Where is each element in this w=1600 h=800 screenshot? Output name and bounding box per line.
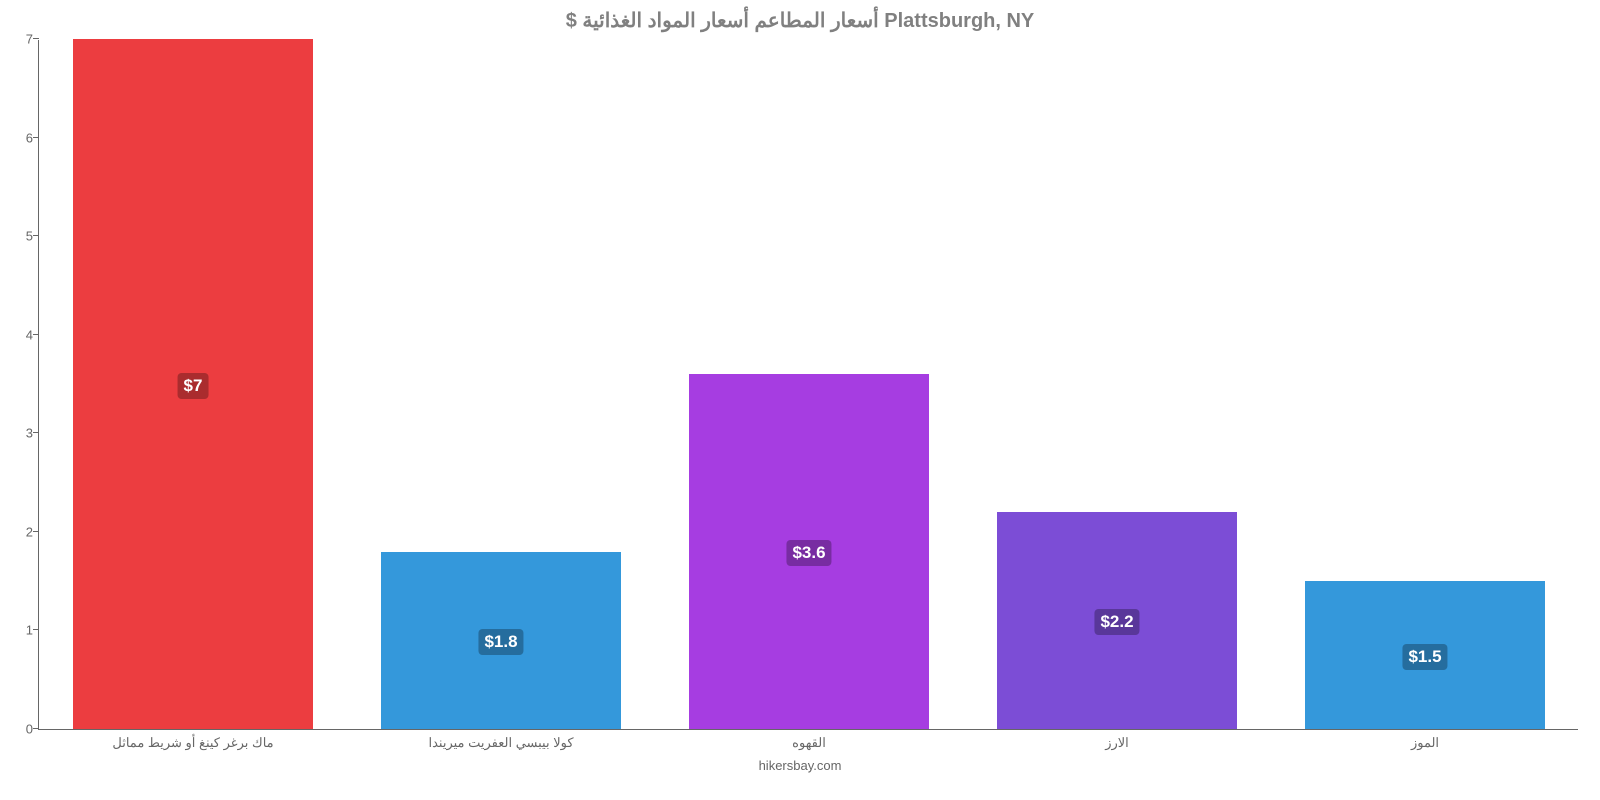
y-tick-mark xyxy=(33,235,39,236)
y-tick-label: 7 xyxy=(9,32,33,47)
y-tick-label: 1 xyxy=(9,623,33,638)
source-label: hikersbay.com xyxy=(0,758,1600,773)
chart-container: $ أسعار المطاعم أسعار المواد الغذائية Pl… xyxy=(0,0,1600,800)
bar: $1.5 xyxy=(1305,581,1545,729)
bar-value-label: $1.5 xyxy=(1402,644,1447,670)
y-tick-mark xyxy=(33,38,39,39)
y-tick-label: 4 xyxy=(9,327,33,342)
y-tick-mark xyxy=(33,531,39,532)
x-category-label: كولا بيبسي العفريت ميريندا xyxy=(428,735,573,751)
bar-value-label: $1.8 xyxy=(478,629,523,655)
y-tick-mark xyxy=(33,137,39,138)
y-tick-mark xyxy=(33,432,39,433)
bar-value-label: $2.2 xyxy=(1094,609,1139,635)
bar: $3.6 xyxy=(689,374,929,729)
x-category-label: الارز xyxy=(1105,735,1129,751)
y-tick-mark xyxy=(33,629,39,630)
y-tick-label: 0 xyxy=(9,722,33,737)
y-tick-mark xyxy=(33,728,39,729)
bar-value-label: $3.6 xyxy=(786,540,831,566)
bar: $7 xyxy=(73,39,313,729)
y-tick-label: 5 xyxy=(9,229,33,244)
chart-title: $ أسعار المطاعم أسعار المواد الغذائية Pl… xyxy=(0,8,1600,33)
bar-value-label: $7 xyxy=(178,373,209,399)
bar: $1.8 xyxy=(381,552,621,729)
x-category-label: القهوه xyxy=(792,735,826,751)
bar: $2.2 xyxy=(997,512,1237,729)
x-category-label: الموز xyxy=(1411,735,1439,751)
y-tick-label: 6 xyxy=(9,130,33,145)
y-tick-label: 2 xyxy=(9,524,33,539)
y-tick-label: 3 xyxy=(9,426,33,441)
plot-area: 01234567$7ماك برغر كينغ أو شريط مماثل$1.… xyxy=(38,40,1578,730)
y-tick-mark xyxy=(33,334,39,335)
x-category-label: ماك برغر كينغ أو شريط مماثل xyxy=(112,735,273,751)
